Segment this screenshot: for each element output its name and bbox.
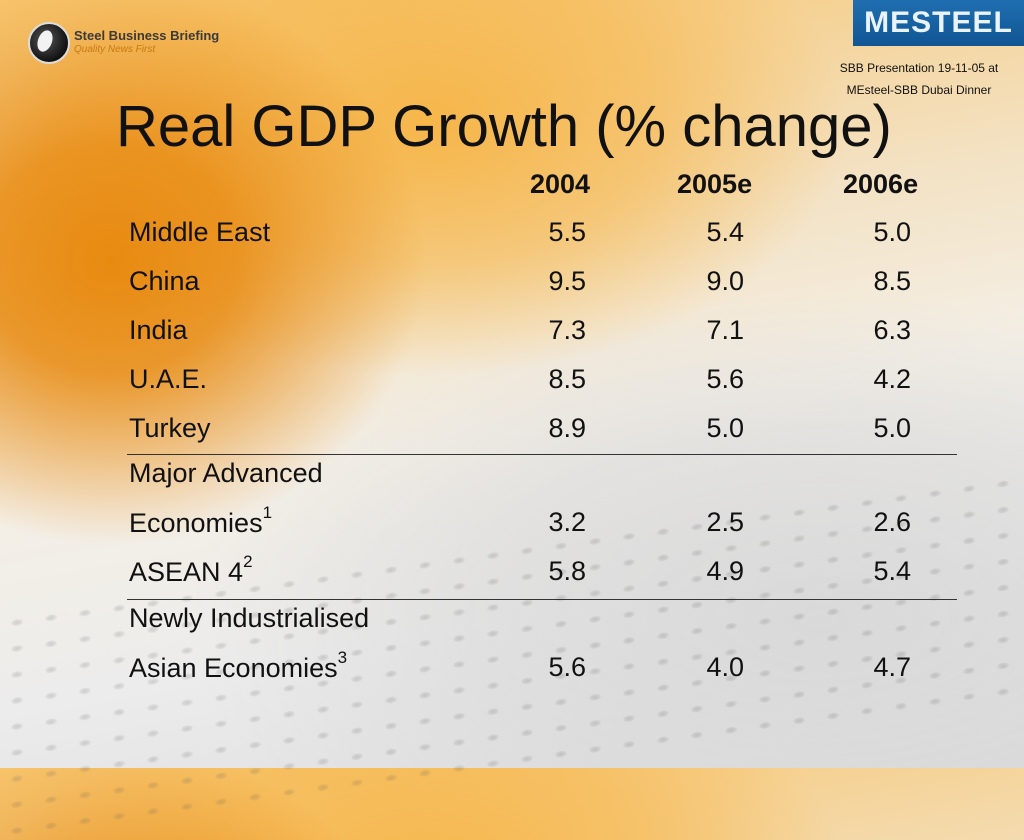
row-label: Middle East — [129, 217, 271, 247]
cell-2006e: 5.4 — [873, 556, 911, 586]
cell-2005e: 5.0 — [706, 413, 744, 443]
cell-2004: 8.9 — [548, 413, 586, 443]
cell-2004: 8.5 — [548, 364, 586, 394]
cell-2004: 9.5 — [548, 266, 586, 296]
row-label: U.A.E. — [129, 364, 208, 394]
presentation-note-line1: SBB Presentation 19-11-05 at — [839, 61, 999, 75]
row-label: Economies — [129, 508, 263, 538]
row-label-line1: Newly Industrialised — [129, 603, 370, 633]
presentation-note-line2: MEsteel-SBB Dubai Dinner — [846, 83, 992, 97]
divider — [127, 599, 957, 600]
row-label: ASEAN 4 — [129, 557, 244, 587]
cell-2006e: 8.5 — [873, 266, 911, 296]
cell-2006e: 5.0 — [873, 413, 911, 443]
cell-2005e: 5.6 — [706, 364, 744, 394]
row-label-line2: Asian Economies3 — [129, 648, 347, 684]
column-header-2006e: 2006e — [843, 169, 919, 199]
row-label-with-footnote: ASEAN 42 — [129, 552, 253, 588]
mesteel-logo: MESTEEL — [853, 0, 1024, 46]
divider — [127, 454, 957, 455]
cell-2004: 5.8 — [548, 556, 586, 586]
sbb-logo-tagline: Quality News First — [74, 44, 156, 55]
cell-2005e: 7.1 — [706, 315, 744, 345]
row-label-line2: Economies1 — [129, 503, 272, 539]
footnote-marker: 1 — [262, 503, 273, 522]
cell-2004: 7.3 — [548, 315, 586, 345]
cell-2006e: 2.6 — [873, 507, 911, 537]
sbb-logo: Steel Business Briefing Quality News Fir… — [28, 22, 228, 64]
row-label: Asian Economies — [129, 653, 338, 683]
column-header-2005e: 2005e — [677, 169, 753, 199]
footnote-marker: 2 — [243, 552, 253, 571]
cell-2006e: 4.7 — [873, 652, 911, 682]
row-label-line1: Major Advanced — [129, 458, 323, 488]
cell-2004: 5.5 — [548, 217, 586, 247]
cell-2005e: 4.9 — [706, 556, 744, 586]
row-label: India — [129, 315, 188, 345]
cell-2005e: 4.0 — [706, 652, 744, 682]
cell-2006e: 5.0 — [873, 217, 911, 247]
cell-2005e: 5.4 — [706, 217, 744, 247]
cell-2004: 3.2 — [548, 507, 586, 537]
row-label: China — [129, 266, 200, 296]
presentation-note: SBB Presentation 19-11-05 at MEsteel-SBB… — [820, 57, 1018, 101]
cell-2005e: 2.5 — [706, 507, 744, 537]
cell-2004: 5.6 — [548, 652, 586, 682]
sbb-logo-icon — [28, 22, 70, 64]
cell-2006e: 4.2 — [873, 364, 911, 394]
footnote-marker: 3 — [337, 648, 348, 667]
row-label: Turkey — [129, 413, 211, 443]
page-title: Real GDP Growth (% change) — [116, 94, 892, 159]
cell-2005e: 9.0 — [706, 266, 744, 296]
sbb-logo-name: Steel Business Briefing — [74, 28, 220, 43]
cell-2006e: 6.3 — [873, 315, 911, 345]
column-header-2004: 2004 — [530, 169, 591, 199]
